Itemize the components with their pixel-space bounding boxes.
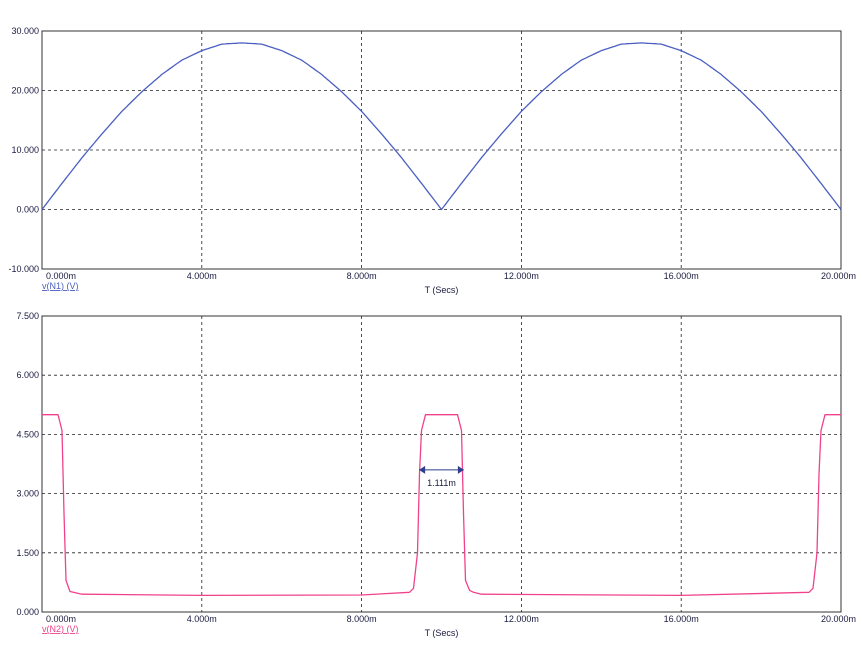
y-tick-label: 1.500 [16, 548, 39, 558]
x-tick-label: 8.000m [347, 614, 377, 624]
x-tick-label: 16.000m [664, 271, 699, 281]
y-tick-label: 6.000 [16, 370, 39, 380]
plot-frame [41, 30, 842, 270]
plot-bottom: 0.000 1.500 3.000 4.500 6.000 7.500 0.000m 4.00… [16, 311, 856, 638]
x-tick-label: 4.000m [187, 271, 217, 281]
y-tick-label: 3.000 [16, 489, 39, 499]
y-tick-label: 7.500 [16, 311, 39, 321]
annotation-arrow-right [457, 465, 464, 474]
x-axis-label: T (Secs) [425, 285, 459, 295]
x-tick-label: 8.000m [347, 271, 377, 281]
x-axis-label: T (Secs) [425, 628, 459, 638]
x-tick-label: 4.000m [187, 614, 217, 624]
y-tick-label: -10.000 [8, 264, 39, 274]
plot-top: -10.000 0.000 10.000 20.000 30.000 0.000m 4.00… [8, 26, 856, 295]
y-tick-label: 30.000 [11, 26, 39, 36]
annotation-label: 1.111m [427, 478, 456, 488]
x-tick-label: 12.000m [504, 271, 539, 281]
x-tick-label: 0.000m [46, 614, 76, 624]
x-tick-label: 20.000m [821, 271, 856, 281]
y-tick-label: 0.000 [16, 205, 39, 215]
annotation-arrow-left [419, 465, 426, 474]
series-line-2 [42, 414, 841, 597]
series-line-1 [41, 42, 842, 211]
x-tick-label: 0.000m [46, 271, 76, 281]
y-tick-label: 20.000 [11, 86, 39, 96]
x-tick-label: 16.000m [664, 614, 699, 624]
y-tick-label: 0.000 [16, 607, 39, 617]
x-tick-label: 12.000m [504, 614, 539, 624]
y-tick-label: 4.500 [16, 429, 39, 439]
legend-series-2: v(N2) (V) [42, 624, 79, 634]
plot-frame [41, 315, 842, 613]
y-tick-label: 10.000 [11, 145, 39, 155]
x-tick-label: 20.000m [821, 614, 856, 624]
legend-series-1: v(N1) (V) [42, 281, 79, 291]
